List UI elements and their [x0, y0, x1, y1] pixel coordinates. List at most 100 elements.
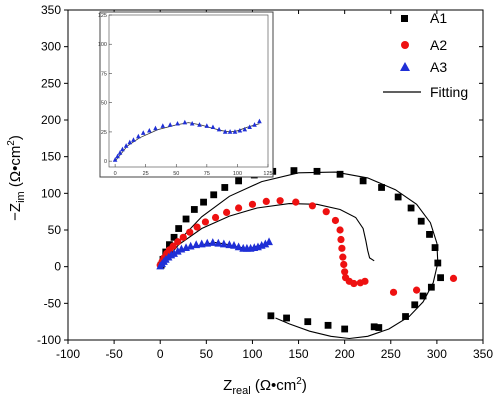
- point-a2: [193, 223, 201, 231]
- y-tick-label: 50: [48, 223, 62, 237]
- point-a1: [375, 324, 383, 331]
- inset-point-a3: [242, 126, 248, 132]
- y-tick-label: 250: [41, 76, 61, 90]
- plot-frame: [67, 9, 484, 341]
- point-a1: [190, 206, 198, 213]
- point-a1: [290, 167, 298, 174]
- y-tick-label: -50: [44, 296, 62, 310]
- x-tick-label: 200: [335, 347, 355, 361]
- point-a3: [208, 238, 217, 246]
- point-a2: [169, 242, 177, 250]
- point-a2: [201, 218, 210, 226]
- point-a2: [389, 288, 398, 296]
- x-tick-label: -100: [56, 347, 80, 361]
- x-tick-label: 300: [427, 347, 447, 361]
- inset-markers: [112, 118, 262, 162]
- inset-point-a3: [120, 146, 125, 152]
- point-a1: [394, 193, 402, 201]
- x-tick-label: 50: [200, 347, 214, 361]
- point-a2: [235, 204, 243, 212]
- point-a2: [337, 235, 345, 244]
- inset-plot: 0 25 50 75 100 125 0 25 50 75 100 125: [98, 11, 274, 178]
- point-a1: [200, 198, 207, 206]
- point-a2: [413, 286, 421, 294]
- inset-point-a3: [147, 127, 152, 133]
- point-a1: [359, 177, 367, 185]
- point-a1: [437, 274, 444, 282]
- inset-y-tick-label: 25: [101, 130, 107, 136]
- y-tick-label: 200: [41, 113, 61, 127]
- inset-point-a3: [182, 119, 188, 125]
- point-a1: [402, 313, 409, 320]
- inset-point-a3: [204, 123, 210, 128]
- point-a2: [308, 202, 316, 210]
- inset-frame: [99, 11, 274, 178]
- point-a1: [166, 241, 173, 249]
- inset-y-tick-label: 75: [101, 71, 107, 77]
- point-a1: [417, 217, 425, 225]
- point-a1: [341, 325, 349, 333]
- inset-point-a3: [197, 122, 202, 127]
- point-a1: [427, 283, 435, 291]
- inset-point-a3: [127, 139, 133, 145]
- inset-y-ticks: 0 25 50 75 100 125: [98, 13, 112, 165]
- data-markers: [156, 167, 458, 333]
- x-axis-ticks: -100 -50 0 50 100 150 200 250 300 350: [56, 10, 493, 361]
- point-a1: [370, 323, 378, 331]
- point-a2: [292, 198, 300, 206]
- inset-point-a3: [175, 120, 180, 126]
- point-a1: [170, 233, 178, 241]
- inset-point-a3: [131, 137, 136, 142]
- legend: A1 A2 A3 Fitting: [383, 10, 468, 100]
- inset-point-a3: [160, 123, 166, 128]
- legend-marker-a3: [400, 62, 410, 71]
- point-a1: [283, 314, 290, 322]
- y-tick-label: 150: [41, 150, 61, 164]
- inset-point-a3: [115, 153, 120, 159]
- point-a3: [203, 238, 212, 247]
- inset-point-a3: [153, 125, 158, 131]
- inset-point-a3: [189, 120, 195, 126]
- legend-label-a2: A2: [430, 37, 447, 53]
- inset-point-a3: [232, 129, 238, 134]
- point-a1: [431, 244, 439, 251]
- point-a1: [313, 167, 321, 175]
- point-a3: [186, 241, 195, 250]
- point-a2: [340, 260, 348, 269]
- inset-x-tick-label: 100: [233, 171, 242, 177]
- inset-x-tick-label: 50: [173, 171, 179, 177]
- fitting-curve-2: [159, 203, 375, 268]
- inset-point-a3: [112, 157, 118, 162]
- point-a1: [336, 170, 344, 178]
- inset-point-a3: [222, 129, 228, 134]
- y-tick-label: 300: [41, 40, 61, 54]
- inset-point-a3: [136, 133, 141, 139]
- inset-y-tick-label: 125: [98, 13, 107, 19]
- inset-x-tick-label: 25: [143, 171, 149, 177]
- y-tick-label: 100: [41, 186, 61, 200]
- legend-label-a1: A1: [430, 10, 447, 26]
- inset-point-a3: [140, 130, 146, 135]
- point-a3: [225, 240, 234, 249]
- point-a1: [221, 184, 229, 191]
- x-tick-label: 150: [289, 347, 309, 361]
- point-a3: [265, 237, 273, 246]
- y-tick-label: 350: [41, 3, 61, 17]
- inset-point-a3: [237, 127, 243, 133]
- point-a3: [261, 239, 270, 248]
- point-a2: [331, 216, 340, 225]
- legend-marker-a1: [401, 15, 408, 22]
- point-a2: [276, 197, 284, 205]
- point-a2: [179, 233, 187, 241]
- legend-label-fitting: Fitting: [430, 84, 468, 100]
- inset-point-a3: [252, 122, 257, 127]
- inset-point-a3: [257, 118, 262, 124]
- point-a1: [419, 292, 427, 300]
- point-a1: [378, 184, 385, 191]
- point-a2: [350, 279, 358, 288]
- point-a2: [449, 274, 458, 282]
- inset-point-a3: [216, 126, 222, 132]
- x-tick-label: 250: [381, 347, 401, 361]
- point-a2: [336, 226, 344, 234]
